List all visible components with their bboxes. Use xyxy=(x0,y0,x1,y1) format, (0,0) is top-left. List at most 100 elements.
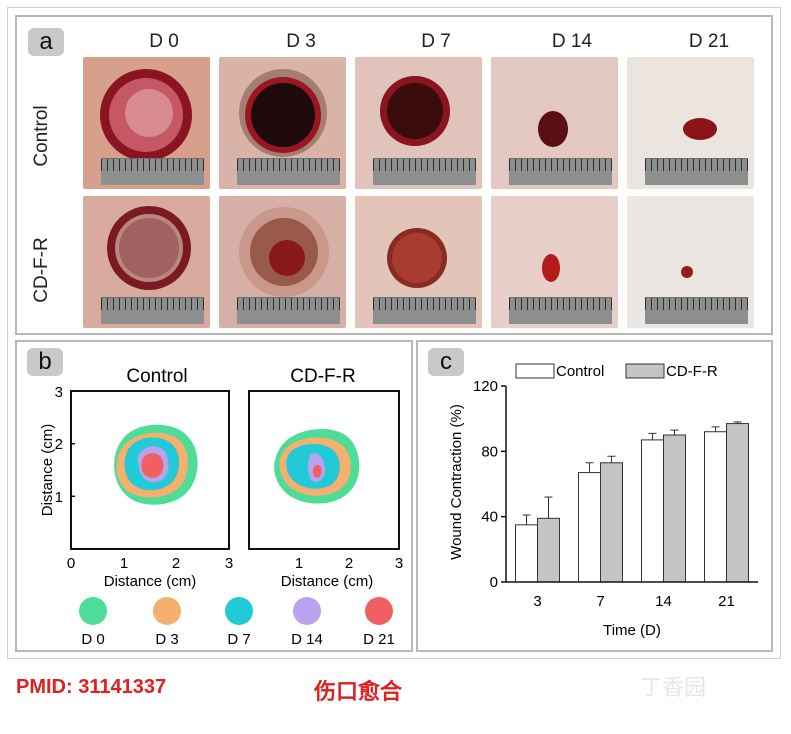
ruler xyxy=(373,297,476,324)
row-label-control: Control xyxy=(31,105,52,167)
wound-photo xyxy=(83,57,210,189)
legend-swatch-d7 xyxy=(225,597,253,625)
y-tick-label: 120 xyxy=(473,378,498,395)
wound-photo xyxy=(627,196,754,328)
wound-image xyxy=(538,111,568,147)
ruler xyxy=(101,297,204,324)
bar-cdfr xyxy=(726,423,749,583)
y-tick-label: 3 xyxy=(55,384,63,401)
day-label: D 14 xyxy=(551,31,593,52)
y-ticks-group: 0 40 80 120 xyxy=(473,378,506,591)
x-tick-label: 1 xyxy=(295,555,303,572)
ruler xyxy=(237,158,340,185)
y-tick-label: 0 xyxy=(490,574,498,591)
wound-photo xyxy=(219,57,346,189)
legend-label-cdfr: CD-F-R xyxy=(666,363,718,380)
legend-label: D 14 xyxy=(291,631,323,648)
legend-swatch-control xyxy=(515,363,555,379)
bars-group xyxy=(515,421,749,583)
x-ticks-group: 3 7 14 21 xyxy=(533,593,735,610)
ruler xyxy=(645,297,748,324)
panel-b: b Control CD-F-R 3 2 1 Distance (cm) xyxy=(15,340,413,652)
x-tick-label: 21 xyxy=(718,593,735,610)
y-tick-label: 2 xyxy=(55,436,63,453)
panel-b-label: b xyxy=(27,348,63,376)
y-tick-label: 80 xyxy=(481,443,498,460)
bar-chart: 0 40 80 120 3 7 14 21 Wound Contraction (%) Ti… xyxy=(448,363,758,639)
map-title-control: Control xyxy=(126,366,187,387)
day-label: D 21 xyxy=(688,31,730,52)
x-tick-label: 7 xyxy=(596,593,604,610)
day-label: D 3 xyxy=(286,31,316,52)
legend-label: D 3 xyxy=(155,631,178,648)
x-tick-label: 0 xyxy=(67,555,75,572)
row-label-cdfr: CD-F-R xyxy=(31,237,52,303)
bar-control xyxy=(704,431,727,583)
legend-swatch-d3 xyxy=(153,597,181,625)
wound-image xyxy=(542,254,560,282)
map-cdfr-traces xyxy=(274,428,360,504)
wound-photo xyxy=(355,57,482,189)
x-tick-label: 3 xyxy=(533,593,541,610)
legend-swatch-d0 xyxy=(79,597,107,625)
legend-swatch-d14 xyxy=(293,597,321,625)
y-tick-label: 40 xyxy=(481,509,498,526)
legend-label-control: Control xyxy=(556,363,604,380)
x-axis-label: Distance (cm) xyxy=(281,573,374,590)
ruler xyxy=(509,158,612,185)
ruler xyxy=(373,158,476,185)
map-control-frame xyxy=(70,390,230,550)
y-axis-label: Wound Contraction (%) xyxy=(448,404,465,560)
y-axis-label: Distance (cm) xyxy=(39,424,56,517)
legend-label: D 7 xyxy=(227,631,250,648)
legend-label: D 21 xyxy=(363,631,395,648)
bar-control xyxy=(641,439,664,583)
x-tick-label: 2 xyxy=(172,555,180,572)
y-tick-label: 1 xyxy=(55,489,63,506)
legend-swatch-cdfr xyxy=(625,363,665,379)
ruler xyxy=(645,158,748,185)
x-tick-label: 14 xyxy=(655,593,672,610)
x-tick-label: 2 xyxy=(345,555,353,572)
wound-photo xyxy=(83,196,210,328)
legend-swatch-d21 xyxy=(365,597,393,625)
panel-c: c 0 40 80 120 3 7 14 21 Wound Contraction (%) … xyxy=(416,340,773,652)
x-tick-label: 1 xyxy=(120,555,128,572)
bar-cdfr xyxy=(663,434,686,583)
wound-image xyxy=(239,207,329,297)
wound-image xyxy=(683,118,717,140)
map-title-cdfr: CD-F-R xyxy=(290,366,355,387)
wound-photo xyxy=(627,57,754,189)
wound-photo xyxy=(491,57,618,189)
day-label: D 7 xyxy=(421,31,451,52)
bar-control xyxy=(515,524,538,583)
day-label: D 0 xyxy=(149,31,179,52)
ruler xyxy=(509,297,612,324)
map-cdfr-frame xyxy=(248,390,400,550)
ruler xyxy=(237,297,340,324)
panel-c-label: c xyxy=(428,348,464,376)
caption-text: 伤口愈合 xyxy=(314,679,403,704)
wound-image xyxy=(107,206,191,290)
panel-a-label: a xyxy=(28,28,64,56)
x-axis-label: Distance (cm) xyxy=(104,573,197,590)
map-control-traces xyxy=(114,424,198,505)
wound-image xyxy=(387,228,447,288)
x-tick-label: 3 xyxy=(225,555,233,572)
wound-image xyxy=(239,69,327,157)
x-tick-label: 3 xyxy=(395,555,403,572)
legend-label: D 0 xyxy=(81,631,104,648)
pmid-text: PMID: 31141337 xyxy=(16,676,167,698)
wound-trace-maps: Control CD-F-R 3 2 1 Distance (cm) 0 1 xyxy=(39,366,403,648)
bar-control xyxy=(578,472,601,583)
wound-image xyxy=(380,76,450,146)
bar-cdfr xyxy=(600,462,623,583)
wound-image xyxy=(681,266,693,278)
ruler xyxy=(101,158,204,185)
figure-frame xyxy=(7,7,781,659)
wound-photo xyxy=(355,196,482,328)
wound-photo xyxy=(491,196,618,328)
wound-photo xyxy=(219,196,346,328)
x-axis-label: Time (D) xyxy=(603,622,661,639)
panel-a: a D 0 D 3 D 7 D 14 D 21 Control CD-F-R xyxy=(15,15,773,335)
